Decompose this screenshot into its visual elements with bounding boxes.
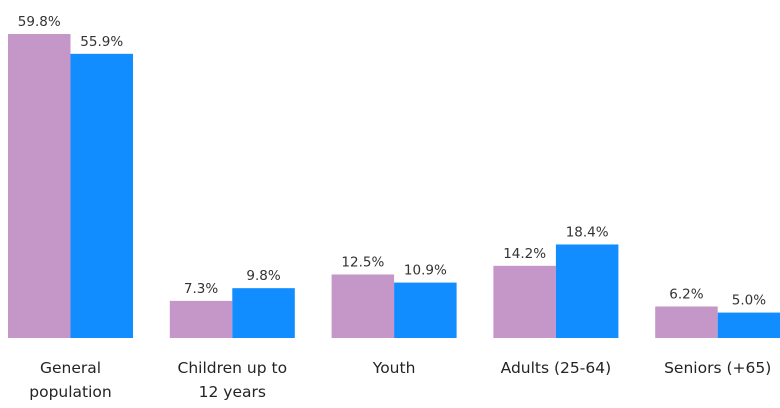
- data-label: 14.2%: [503, 246, 546, 262]
- bar: [70, 53, 133, 339]
- data-label: 18.4%: [566, 224, 609, 240]
- x-tick-label: Youth: [372, 359, 416, 377]
- data-label: 12.5%: [341, 254, 384, 270]
- data-label: 55.9%: [80, 34, 123, 50]
- bar: [717, 312, 780, 338]
- bar: [169, 300, 233, 338]
- bar: [655, 306, 718, 338]
- x-tick-label: General population: [29, 359, 112, 401]
- data-label: 7.3%: [184, 281, 218, 297]
- x-tick-label: Seniors (+65): [664, 359, 772, 377]
- bar: [232, 288, 295, 338]
- bar: [8, 34, 71, 338]
- bar: [493, 265, 556, 338]
- bar: [331, 274, 395, 338]
- x-tick-label: Children up to 12 years: [177, 359, 288, 401]
- data-label: 9.8%: [246, 268, 280, 284]
- data-label: 10.9%: [404, 263, 447, 279]
- data-label: 5.0%: [732, 293, 766, 309]
- data-label: 6.2%: [669, 286, 703, 302]
- data-label: 59.8%: [18, 14, 61, 30]
- bar: [555, 244, 619, 338]
- x-tick-label: Adults (25-64): [500, 359, 612, 377]
- bar: [394, 282, 457, 338]
